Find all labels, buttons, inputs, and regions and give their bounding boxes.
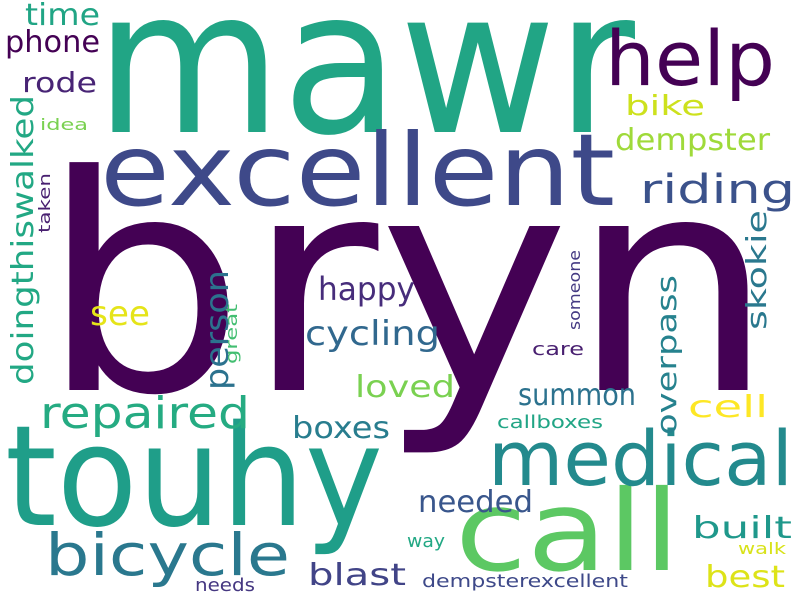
word-dempster: dempster — [615, 123, 771, 158]
word-needs: needs — [195, 575, 255, 596]
word-cycling: cycling — [305, 314, 440, 354]
word-great: great — [222, 304, 241, 364]
word-doingthiswalked: doingthiswalked — [6, 95, 41, 385]
word-call: call — [455, 467, 680, 597]
word-walk: walk — [738, 539, 787, 558]
word-time: time — [25, 0, 100, 33]
word-mawr: mawr — [95, 0, 636, 180]
word-idea: idea — [40, 115, 88, 134]
word-bryn: bryn — [40, 112, 775, 461]
word-see: see — [90, 294, 150, 334]
word-callboxes: callboxes — [497, 412, 603, 433]
word-needed: needed — [418, 485, 533, 520]
word-overpass: overpass — [650, 275, 683, 435]
word-excellent: excellent — [100, 112, 615, 229]
word-touhy: touhy — [5, 396, 383, 559]
word-phone: phone — [5, 25, 100, 60]
word-blast: blast — [308, 558, 406, 593]
word-repaired: repaired — [40, 388, 250, 439]
word-summon: summon — [518, 378, 636, 413]
word-bike: bike — [625, 89, 705, 122]
word-care: care — [532, 339, 584, 360]
word-help: help — [605, 14, 775, 103]
word-taken: taken — [35, 173, 54, 233]
word-happy: happy — [318, 270, 415, 308]
word-medical: medical — [488, 414, 793, 503]
word-skokie: skokie — [740, 210, 773, 330]
word-cell: cell — [688, 390, 768, 425]
word-someone: someone — [565, 250, 584, 330]
word-person: person — [198, 270, 236, 390]
word-dempsterexcellent: dempsterexcellent — [422, 571, 628, 592]
word-rode: rode — [22, 66, 97, 99]
word-bicycle: bicycle — [45, 521, 290, 589]
word-best: best — [705, 560, 785, 595]
word-built: built — [692, 511, 792, 546]
word-way: way — [407, 531, 445, 552]
word-riding: riding — [640, 167, 795, 213]
word-loved: loved — [355, 370, 455, 405]
word-boxes: boxes — [292, 411, 390, 446]
